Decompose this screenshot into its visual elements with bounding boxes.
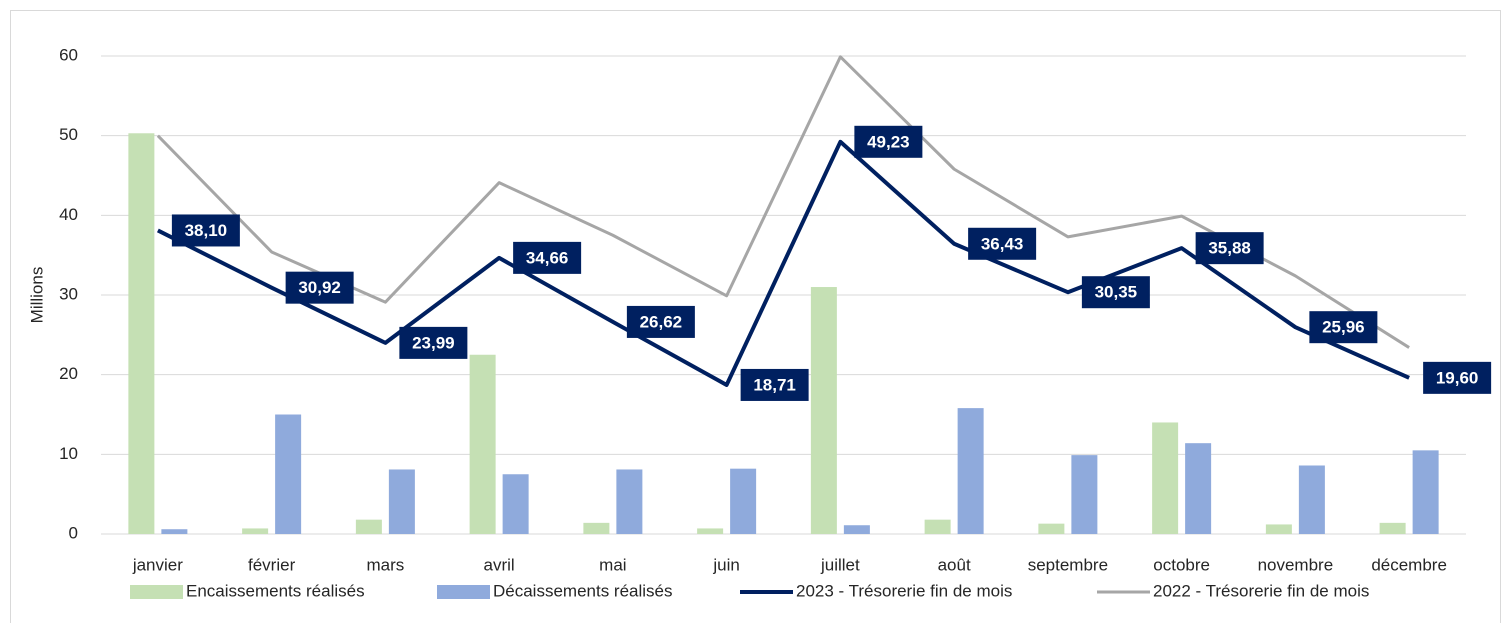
bar [810,287,837,534]
data-label-box [626,305,695,338]
chart-frame [10,10,1501,623]
x-tick-label: janvier [132,555,183,574]
bar [616,469,643,534]
y-tick-label: 50 [59,125,78,144]
legend-label: Encaissements réalisés [186,581,365,600]
data-label: 38,10 [185,221,228,240]
bar [843,525,870,534]
data-label-box [1081,276,1150,309]
data-label: 36,43 [981,234,1024,253]
data-label: 18,71 [753,375,796,394]
data-label: 35,88 [1208,239,1251,258]
legend-swatch [130,585,183,599]
legend-label: 2022 - Trésorerie fin de mois [1153,581,1369,600]
bar [957,408,984,534]
bar [730,468,757,534]
data-label: 23,99 [412,333,455,352]
data-label: 25,96 [1322,318,1365,337]
legend-label: Décaissements réalisés [493,581,673,600]
x-tick-label: août [938,555,971,574]
data-label: 26,62 [640,312,683,331]
bar [502,474,529,534]
legend-swatch [437,585,490,599]
data-label-box [854,125,923,158]
x-tick-label: juin [712,555,739,574]
y-tick-label: 0 [69,523,78,542]
bar [469,354,496,534]
data-label-box [740,368,809,401]
x-tick-label: mars [366,555,404,574]
y-tick-label: 30 [59,284,78,303]
x-tick-label: juillet [820,555,860,574]
line [156,55,1410,349]
bar [924,519,951,534]
x-tick-label: décembre [1371,555,1447,574]
bar [161,529,188,534]
data-label-box [1423,361,1492,394]
bar [128,133,155,534]
bar [1298,465,1325,534]
data-label: 30,92 [298,278,341,297]
x-tick-label: février [248,555,296,574]
data-label: 34,66 [526,248,569,267]
data-label-box [171,214,240,247]
x-tick-label: avril [484,555,515,574]
data-label-box [968,227,1037,260]
x-tick-label: novembre [1258,555,1334,574]
bar [1379,522,1406,534]
bar [1152,422,1179,534]
bar [1412,450,1439,534]
x-tick-label: mai [599,555,626,574]
data-label-box [1195,232,1264,265]
y-tick-label: 10 [59,444,78,463]
data-label-box [1309,311,1378,344]
data-label: 19,60 [1436,368,1479,387]
x-tick-label: octobre [1153,555,1210,574]
data-label: 49,23 [867,132,910,151]
bar [1265,524,1292,534]
data-label: 30,35 [1095,283,1138,302]
x-tick-label: septembre [1028,555,1108,574]
bar [1038,523,1065,534]
data-label-box [513,241,582,274]
data-label-box [285,271,354,304]
bar [388,469,415,534]
bar [355,519,382,534]
data-label-box [399,326,468,359]
bar [1185,443,1212,534]
y-tick-label: 20 [59,364,78,383]
bar [242,528,269,534]
bar [583,522,610,534]
bar [1071,455,1098,534]
y-tick-label: 40 [59,205,78,224]
bar [275,414,302,534]
y-tick-label: 60 [59,45,78,64]
y-axis-title: Millions [27,267,46,324]
bar [697,528,724,534]
legend-label: 2023 - Trésorerie fin de mois [796,581,1012,600]
